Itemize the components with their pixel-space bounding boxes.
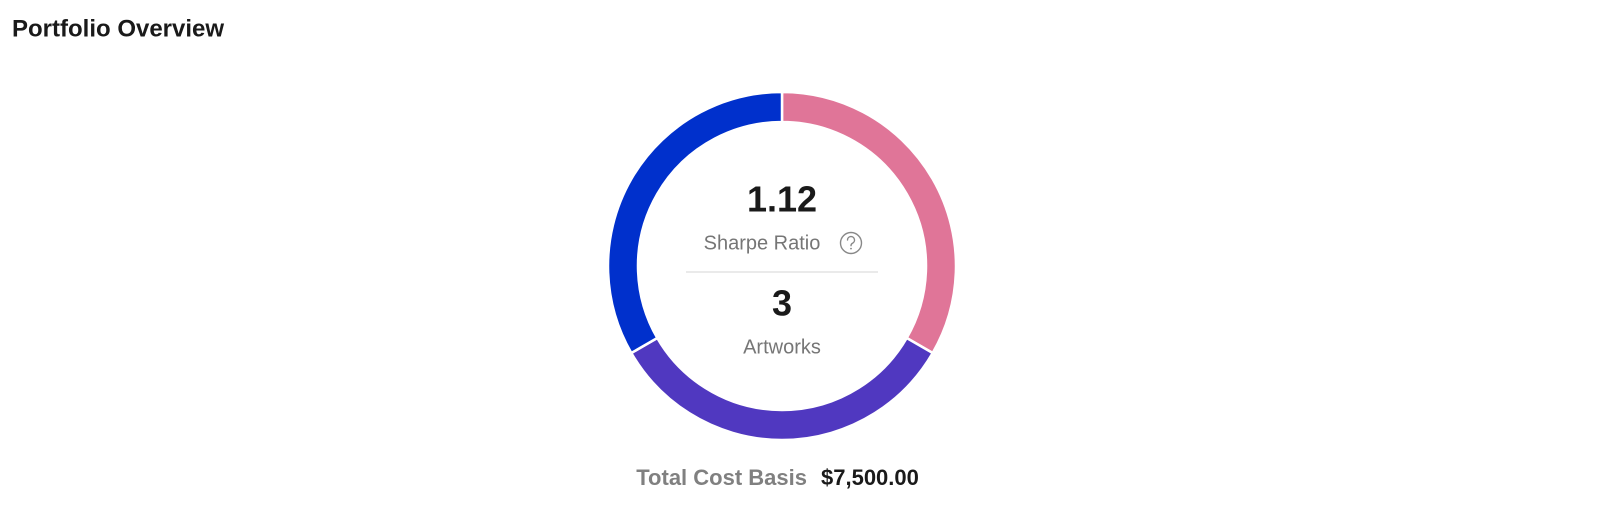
stat-value: 3 bbox=[772, 283, 792, 324]
help-icon[interactable] bbox=[839, 231, 863, 255]
donut-chart bbox=[606, 90, 958, 442]
page-title: Portfolio Overview bbox=[12, 15, 224, 42]
stat-value: 1.12 bbox=[747, 179, 817, 220]
stat-label: Sharpe Ratio bbox=[704, 232, 821, 254]
stat-label: Artworks bbox=[743, 336, 821, 358]
total-label: Total Cost Basis bbox=[636, 465, 807, 490]
donut-segment bbox=[780, 90, 958, 355]
donut-segment bbox=[606, 90, 784, 355]
total-value: $7,500.00 bbox=[821, 465, 919, 490]
